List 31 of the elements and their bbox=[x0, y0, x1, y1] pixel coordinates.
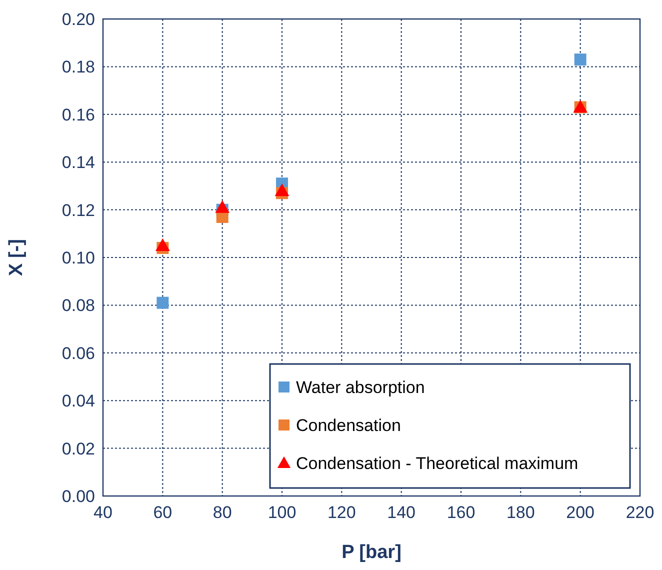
point bbox=[156, 296, 169, 309]
y-tick-label: 0.10 bbox=[62, 248, 95, 268]
x-tick-label: 100 bbox=[268, 503, 296, 522]
y-tick-label: 0.16 bbox=[62, 105, 95, 124]
y-tick-label: 0.02 bbox=[62, 439, 95, 458]
x-tick-label: 200 bbox=[566, 503, 595, 522]
x-tick-label: 180 bbox=[506, 503, 535, 522]
y-tick-label: 0.18 bbox=[62, 58, 95, 77]
legend-label: Condensation bbox=[296, 416, 401, 435]
y-tick-label: 0.04 bbox=[62, 392, 95, 411]
x-tick-label: 120 bbox=[327, 503, 356, 522]
x-tick-label: 220 bbox=[626, 503, 654, 522]
point bbox=[274, 184, 290, 196]
y-tick-label: 0.06 bbox=[62, 344, 95, 363]
y-axis-title: X [-] bbox=[6, 239, 27, 276]
x-axis-title: P [bar] bbox=[342, 542, 402, 563]
point bbox=[215, 200, 230, 213]
y-tick-label: 0.14 bbox=[62, 153, 95, 172]
x-tick-label: 80 bbox=[212, 503, 232, 522]
x-tick-label: 40 bbox=[94, 503, 112, 522]
y-tick-label: 0.20 bbox=[62, 10, 95, 29]
x-tick-label: 60 bbox=[153, 503, 172, 522]
x-tick-label: 160 bbox=[446, 503, 476, 522]
x-tick-label: 140 bbox=[387, 503, 416, 522]
legend-label: Water absorption bbox=[296, 378, 425, 397]
point bbox=[574, 54, 586, 66]
legend-label: Condensation - Theoretical maximum bbox=[296, 454, 578, 473]
y-tick-label: 0.00 bbox=[62, 487, 95, 506]
point bbox=[155, 238, 170, 251]
y-tick-label: 0.08 bbox=[62, 296, 95, 316]
y-tick-label: 0.12 bbox=[62, 200, 95, 220]
